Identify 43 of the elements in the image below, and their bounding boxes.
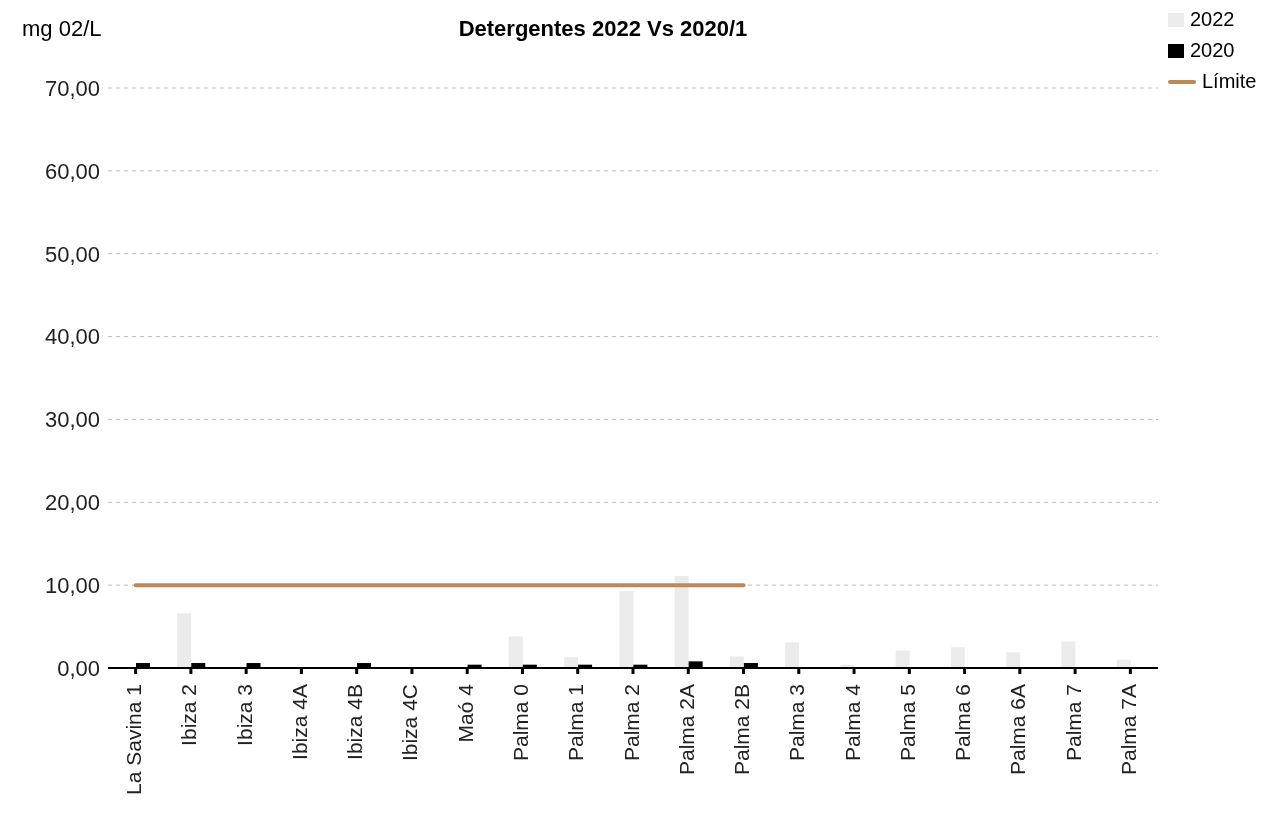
x-tick-label: Ibiza 4C: [398, 684, 422, 762]
x-tick-label: Palma 6: [951, 684, 975, 762]
y-tick-label: 30,00: [44, 407, 100, 433]
y-tick-label: 40,00: [44, 324, 100, 350]
bar: [177, 613, 192, 668]
legend-label: 2020: [1190, 39, 1235, 62]
x-tick-label: Ibiza 3: [232, 684, 256, 746]
x-tick-label: Ibiza 4A: [287, 684, 311, 760]
y-tick-label: 70,00: [44, 75, 100, 101]
bar: [1006, 652, 1021, 668]
y-tick-label: 20,00: [44, 490, 100, 516]
bar: [729, 656, 744, 668]
y-axis-title: mg 02/L: [22, 16, 102, 42]
bar: [674, 576, 689, 668]
y-tick-label: 60,00: [44, 158, 100, 184]
x-tick-label: La Savina 1: [122, 684, 146, 795]
bar: [508, 636, 523, 668]
legend-label: 2022: [1190, 8, 1235, 31]
x-tick-label: Palma 7A: [1116, 684, 1140, 776]
bar: [950, 647, 965, 668]
x-tick-label: Maó 4: [453, 683, 477, 743]
x-tick-label: Ibiza 2: [177, 684, 201, 746]
x-tick-label: Palma 5: [895, 684, 919, 762]
bar: [785, 642, 800, 668]
legend-label: Límite: [1202, 70, 1257, 93]
x-tick-label: Palma 3: [785, 684, 809, 762]
x-tick-label: Palma 7: [1061, 684, 1085, 762]
y-tick-label: 0,00: [57, 655, 100, 681]
x-tick-label: Palma 2B: [730, 684, 754, 776]
y-tick-label: 50,00: [44, 241, 100, 267]
x-tick-label: Palma 4: [840, 683, 864, 762]
bar: [564, 657, 579, 668]
x-tick-label: Palma 6A: [1006, 684, 1030, 776]
bar: [895, 650, 910, 668]
x-tick-label: Palma 2: [619, 684, 643, 762]
x-tick-label: Palma 1: [564, 684, 588, 762]
x-tick-label: Ibiza 4B: [343, 684, 367, 760]
x-tick-label: Palma 2A: [674, 684, 698, 776]
chart-title: Detergentes 2022 Vs 2020/1: [458, 16, 748, 41]
x-tick-label: Palma 0: [509, 684, 533, 762]
bar: [619, 590, 634, 668]
bar: [1061, 641, 1076, 668]
y-tick-label: 10,00: [44, 572, 100, 598]
